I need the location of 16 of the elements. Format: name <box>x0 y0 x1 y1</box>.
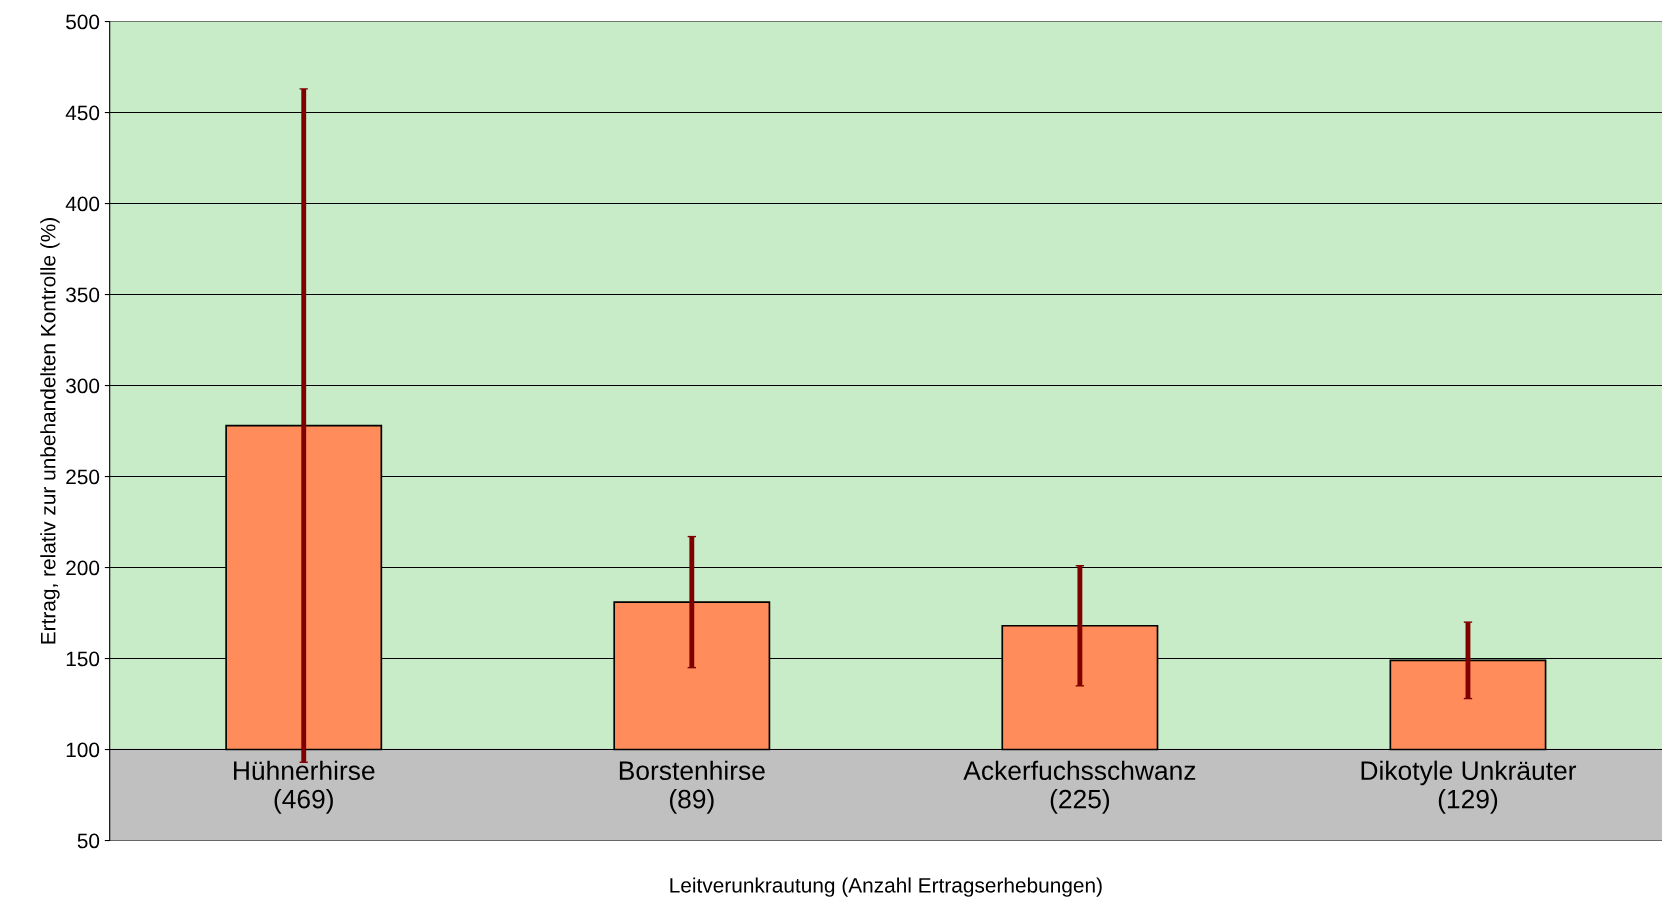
x-tick-label: Hühnerhirse (469) <box>234 760 375 814</box>
x-axis-title: Leitverunkrautung (Anzahl Ertragserhebungen) <box>670 877 1102 897</box>
y-tick-label: 100 <box>66 742 100 758</box>
x-tick-label: Borstenhirse (89) <box>619 760 765 814</box>
y-tick-label: 300 <box>66 378 100 394</box>
x-tick-label: Ackerfuchsschwanz (225) <box>963 760 1196 814</box>
x-tick-label: Dikotyle Unkräuter (129) <box>1361 760 1577 814</box>
y-tick-label: 250 <box>66 469 100 485</box>
y-tick-label: 400 <box>65 196 100 212</box>
y-tick-label: 350 <box>66 287 100 303</box>
y-tick-label: 200 <box>66 560 100 576</box>
y-axis-title: Ertrag, relativ zur unbehandelten Kontrolle (%) <box>40 218 60 644</box>
y-tick-label: 450 <box>65 105 100 121</box>
y-tick-label: 150 <box>66 651 100 667</box>
y-tick-label: 500 <box>66 14 100 30</box>
y-tick-label: 50 <box>77 833 100 849</box>
